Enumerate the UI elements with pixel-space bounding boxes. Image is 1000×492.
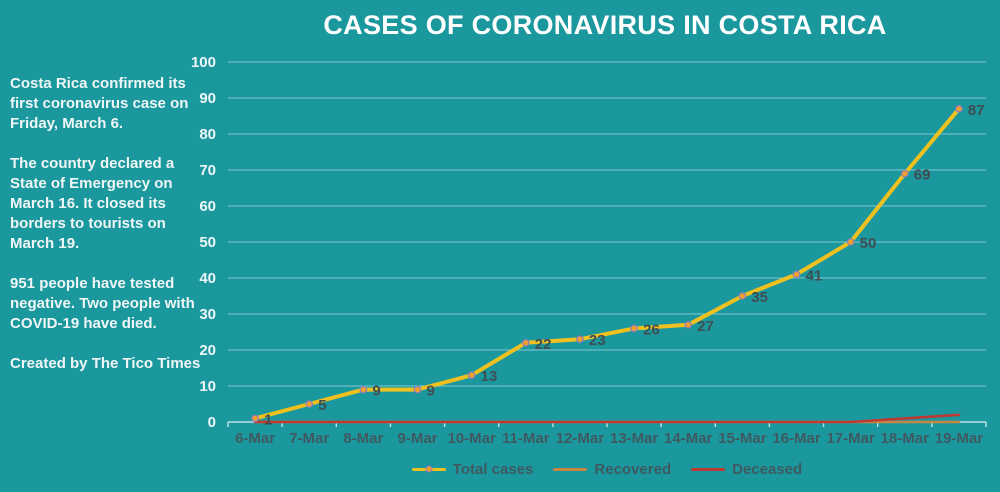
series-total-cases: 1 5 9 9 13 22 23 26 27 35 41 50 69 87 <box>251 102 985 428</box>
legend-label-deceased: Deceased <box>732 460 803 478</box>
x-tick-label: 10-Mar <box>447 430 496 447</box>
y-tick-label: 30 <box>199 306 216 323</box>
data-point-marker <box>900 169 909 178</box>
legend-item-recovered: Recovered <box>553 461 671 478</box>
data-point-label: 9 <box>372 383 380 400</box>
data-point-marker <box>413 385 422 394</box>
y-tick-label: 40 <box>199 270 216 287</box>
data-point-marker <box>521 338 530 347</box>
data-point-marker <box>738 292 747 300</box>
legend-label-recovered: Recovered <box>594 460 672 478</box>
series-deceased <box>253 413 961 424</box>
data-point-marker <box>576 335 584 344</box>
y-tick-label: 10 <box>199 378 216 395</box>
recovered-line-icon <box>553 467 588 471</box>
data-point-marker <box>684 320 693 329</box>
y-tick-label: 20 <box>199 342 216 359</box>
y-tick-label: 50 <box>199 234 216 251</box>
sidebar-paragraph-first-case: Costa Rica confirmed its first coronavir… <box>10 75 189 132</box>
x-tick-label: 13-Mar <box>610 430 659 447</box>
data-point-marker <box>792 270 801 279</box>
data-point-label: 27 <box>697 318 714 335</box>
legend-label-total-cases: Total cases <box>452 460 534 478</box>
y-tick-label: 80 <box>199 126 216 143</box>
x-tick-label: 18-Mar <box>881 430 930 447</box>
legend-item-total-cases: Total cases <box>411 460 534 478</box>
data-point-label: 13 <box>481 368 498 385</box>
x-tick-label: 11-Mar <box>502 430 550 447</box>
sidebar: Costa Rica confirmed its first coronavir… <box>10 74 202 394</box>
data-point-label: 50 <box>860 235 877 252</box>
data-point-marker <box>846 238 855 246</box>
x-tick-label: 19-Mar <box>935 430 984 447</box>
data-point-marker <box>630 324 638 333</box>
data-point-label: 35 <box>751 289 768 306</box>
x-tick-label: 7-Mar <box>289 430 329 447</box>
deceased-line-icon <box>691 467 726 471</box>
total-cases-marker-icon <box>425 465 433 473</box>
data-point-marker <box>955 105 963 113</box>
data-point-label: 22 <box>535 336 552 353</box>
sidebar-paragraph-tested: 951 people have tested negative. Two peo… <box>10 275 195 332</box>
legend-item-deceased: Deceased <box>691 461 802 478</box>
y-axis-labels: 0 10 20 30 40 50 60 70 80 90 100 <box>191 54 216 431</box>
y-tick-label: 0 <box>208 414 216 431</box>
sidebar-paragraph-emergency: The country declared a State of Emergenc… <box>10 155 175 252</box>
chart-title: CASES OF CORONAVIRUS IN COSTA RICA <box>323 10 887 40</box>
x-tick-label: 15-Mar <box>718 430 767 447</box>
x-tick-label: 6-Mar <box>235 430 275 447</box>
data-point-marker <box>251 414 259 423</box>
data-point-label: 5 <box>318 397 326 414</box>
x-axis-labels: 6-Mar 7-Mar 8-Mar 9-Mar 10-Mar 11-Mar 12-Mar 13… <box>235 430 983 447</box>
data-point-marker <box>305 400 314 408</box>
legend: Total cases Recovered Deceased <box>228 458 986 480</box>
data-point-label: 69 <box>914 167 931 184</box>
data-point-label: 9 <box>427 383 435 400</box>
x-tick-label: 17-Mar <box>826 430 875 447</box>
data-point-marker <box>359 385 368 394</box>
gridlines <box>228 61 986 387</box>
data-point-label: 23 <box>589 332 606 349</box>
y-tick-label: 100 <box>191 54 216 71</box>
y-tick-label: 70 <box>199 162 216 179</box>
sidebar-paragraph-credit: Created by The Tico Times <box>10 355 201 372</box>
x-tick-label: 12-Mar <box>556 430 605 447</box>
x-tick-label: 8-Mar <box>343 430 383 447</box>
data-point-label: 26 <box>643 321 660 338</box>
y-tick-label: 60 <box>199 198 216 215</box>
total-cases-line-icon <box>411 465 446 473</box>
data-point-label: 1 <box>264 411 272 428</box>
x-tick-label: 16-Mar <box>772 430 821 447</box>
data-point-label: 87 <box>968 102 985 119</box>
y-tick-label: 90 <box>199 90 216 107</box>
x-tick-label: 14-Mar <box>664 430 713 447</box>
data-point-marker <box>467 371 476 380</box>
x-tick-label: 9-Mar <box>397 430 437 447</box>
data-point-label: 41 <box>806 267 823 284</box>
